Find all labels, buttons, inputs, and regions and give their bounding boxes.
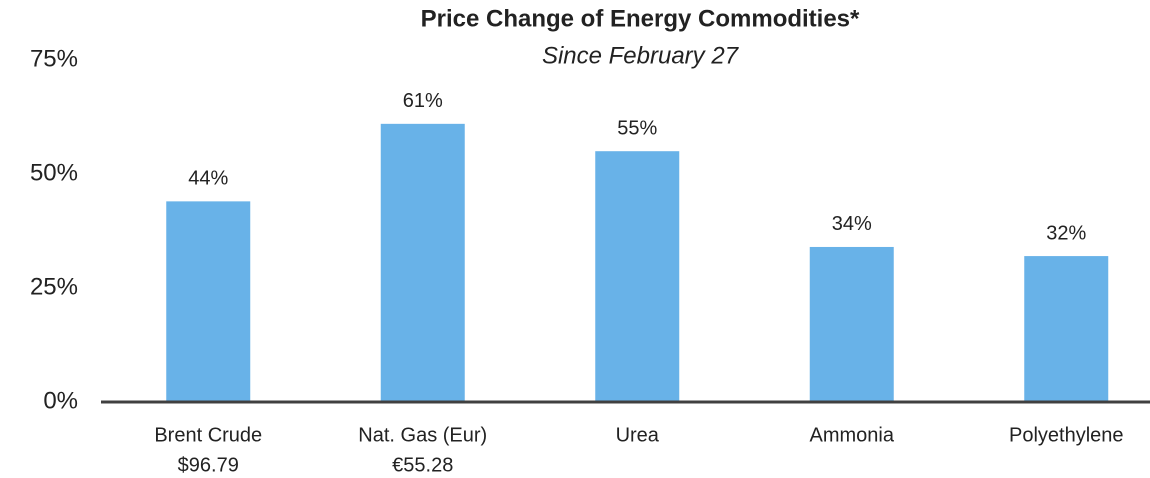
chart-title: Price Change of Energy Commodities* (421, 5, 860, 32)
x-tick-label: Polyethylene (1009, 424, 1124, 446)
chart-subtitle: Since February 27 (542, 42, 740, 69)
x-tick-label: Urea (616, 424, 660, 446)
x-tick-label: Brent Crude (154, 424, 262, 446)
y-tick-label: 75% (30, 45, 78, 72)
x-tick-note: €55.28 (392, 454, 453, 476)
bar (595, 151, 680, 402)
value-label: 32% (1046, 222, 1086, 244)
y-tick-label: 25% (30, 273, 78, 300)
bar (380, 123, 465, 402)
y-tick-label: 50% (30, 159, 78, 186)
x-tick-note: $96.79 (178, 454, 239, 476)
bar (166, 201, 251, 402)
x-tick-label: Ammonia (810, 424, 895, 446)
value-label: 34% (832, 213, 872, 235)
bar (809, 246, 894, 402)
value-label: 61% (403, 90, 443, 112)
value-label: 55% (617, 117, 657, 139)
x-tick-label: Nat. Gas (Eur) (358, 424, 487, 446)
bar (1024, 256, 1109, 402)
value-label: 44% (188, 168, 228, 190)
y-tick-label: 0% (43, 387, 78, 414)
